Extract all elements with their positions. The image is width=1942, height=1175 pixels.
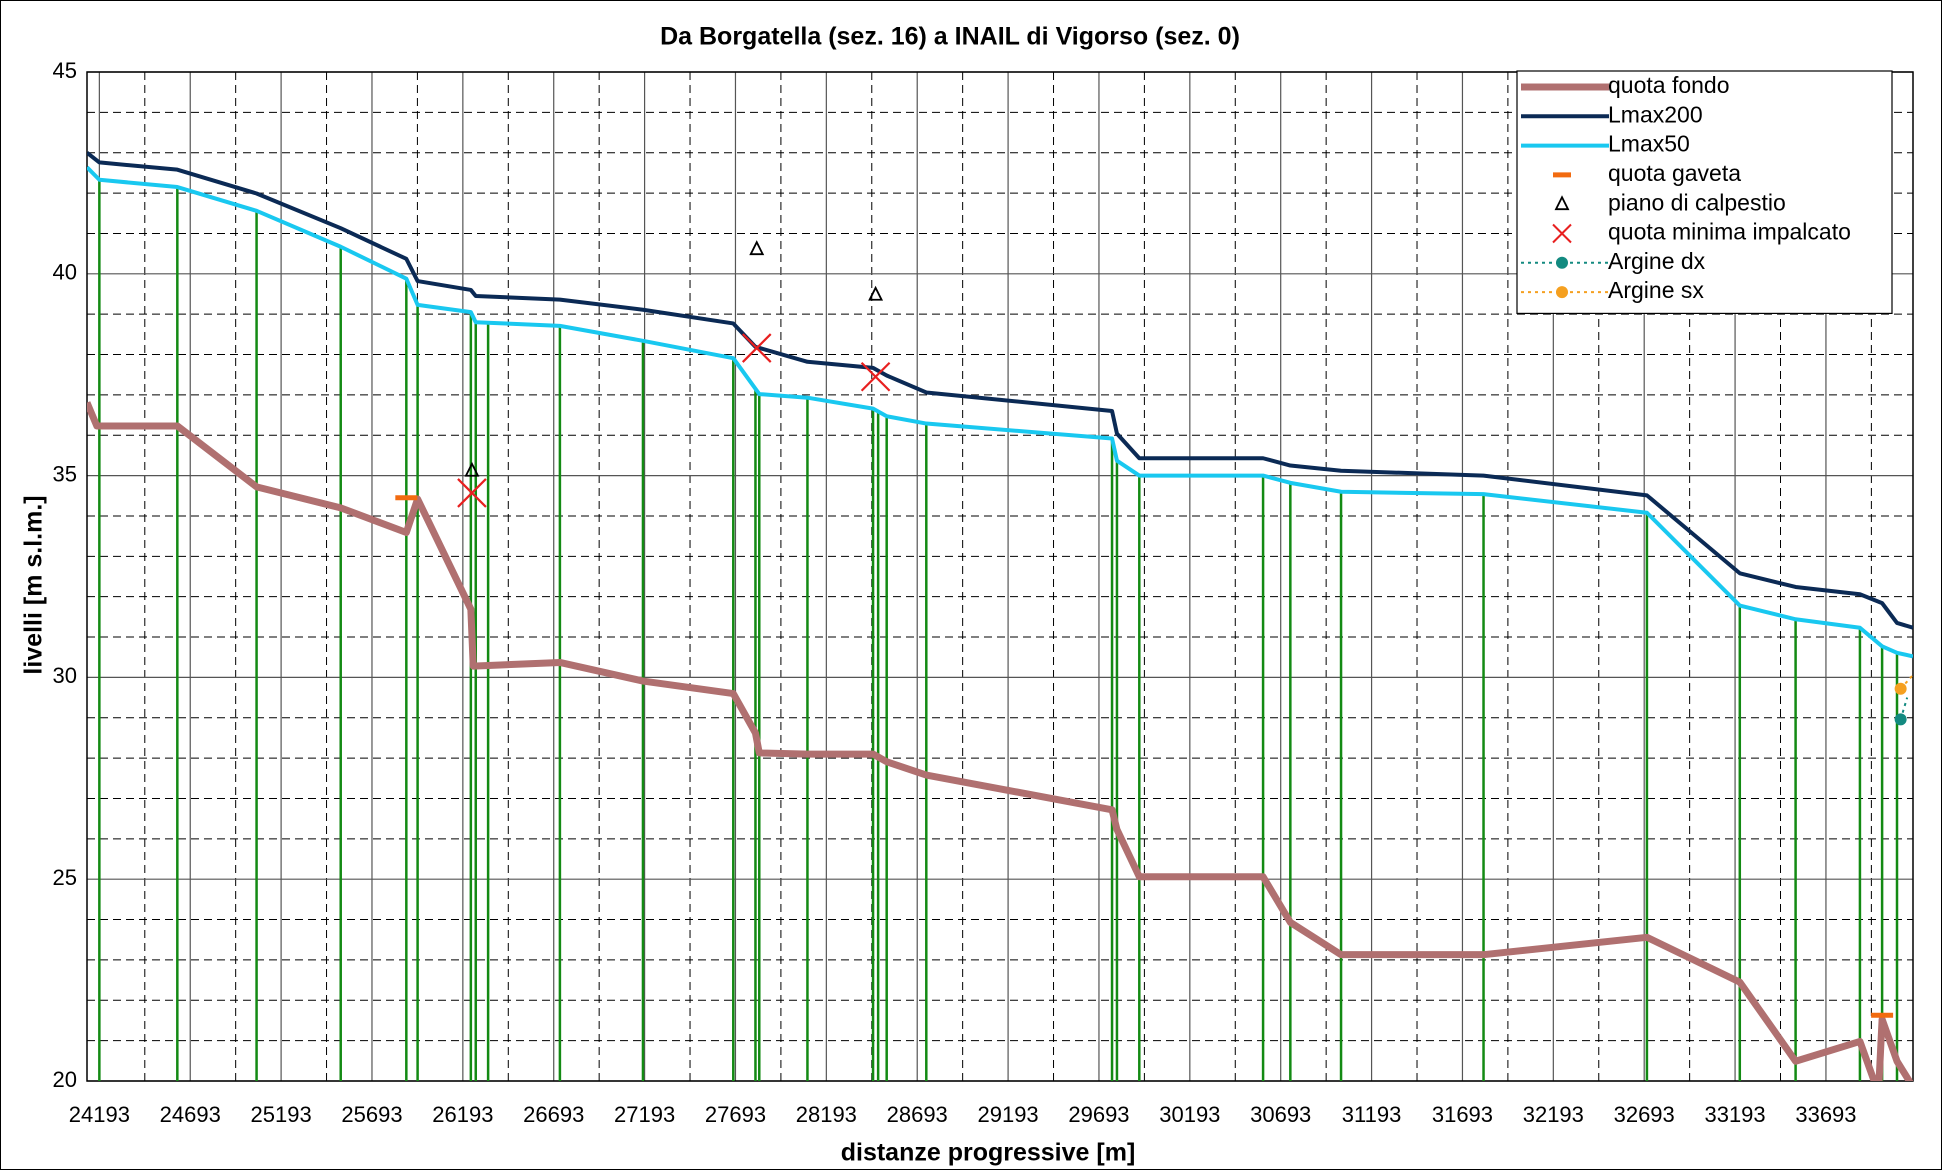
y-tick-label: 35 <box>53 461 77 486</box>
x-tick-label: 28193 <box>796 1102 857 1127</box>
y-tick-label: 30 <box>53 663 77 688</box>
chart-title: Da Borgatella (sez. 16) a INAIL di Vigor… <box>660 23 1240 51</box>
legend-label: Lmax50 <box>1608 131 1690 157</box>
x-tick-label: 33193 <box>1704 1102 1765 1127</box>
legend-swatch <box>1554 195 1570 211</box>
marker <box>457 478 487 508</box>
x-tick-label: 31693 <box>1432 1102 1493 1127</box>
x-tick-label: 27193 <box>614 1102 675 1127</box>
marker <box>868 285 884 301</box>
x-tick-label: 32693 <box>1614 1102 1675 1127</box>
x-tick-label: 27693 <box>705 1102 766 1127</box>
marker <box>749 240 765 256</box>
x-tick-label: 33693 <box>1795 1102 1856 1127</box>
x-tick-label: 28693 <box>887 1102 948 1127</box>
x-tick-label: 26693 <box>523 1102 584 1127</box>
legend-box <box>1516 70 1893 314</box>
x-axis-label: distanze progressive [m] <box>841 1139 1136 1167</box>
x-tick-label: 25193 <box>251 1102 312 1127</box>
x-tick-label: 32193 <box>1523 1102 1584 1127</box>
legend-label: quota gaveta <box>1608 160 1741 186</box>
series-line <box>87 401 1913 1081</box>
y-tick-label: 25 <box>53 865 77 890</box>
y-tick-label: 45 <box>53 58 77 83</box>
series-line <box>87 165 1913 659</box>
series-line <box>1899 674 1913 690</box>
x-tick-label: 26193 <box>432 1102 493 1127</box>
x-tick-label: 25693 <box>341 1102 402 1127</box>
marker <box>860 361 891 392</box>
y-tick-label: 20 <box>53 1067 77 1092</box>
plot-area <box>87 151 1913 1081</box>
legend-label: quota minima impalcato <box>1608 219 1851 245</box>
legend-swatch <box>1556 256 1568 269</box>
marker <box>464 461 480 477</box>
legend-swatch <box>1556 286 1568 299</box>
x-tick-label: 30193 <box>1159 1102 1220 1127</box>
legend-label: quota fondo <box>1608 72 1730 98</box>
legend-label: Argine dx <box>1608 248 1706 274</box>
marker <box>1894 682 1907 695</box>
legend-label: piano di calpestio <box>1608 189 1786 215</box>
y-axis-label: livelli [m s.l.m.] <box>20 495 48 674</box>
x-tick-label: 29193 <box>977 1102 1038 1127</box>
legend-label: Argine sx <box>1608 277 1704 303</box>
x-tick-label: 24693 <box>160 1102 221 1127</box>
legend-swatch <box>1552 223 1572 244</box>
marker <box>741 333 772 363</box>
y-tick-label: 40 <box>53 260 77 285</box>
series-line <box>87 151 1913 630</box>
x-tick-label: 31193 <box>1342 1102 1402 1127</box>
x-tick-label: 30693 <box>1250 1102 1311 1127</box>
x-tick-label: 29693 <box>1068 1102 1129 1127</box>
plot-border <box>86 71 1914 1082</box>
x-tick-label: 24193 <box>69 1102 130 1127</box>
marker <box>1894 713 1907 726</box>
legend-label: Lmax200 <box>1608 101 1703 127</box>
